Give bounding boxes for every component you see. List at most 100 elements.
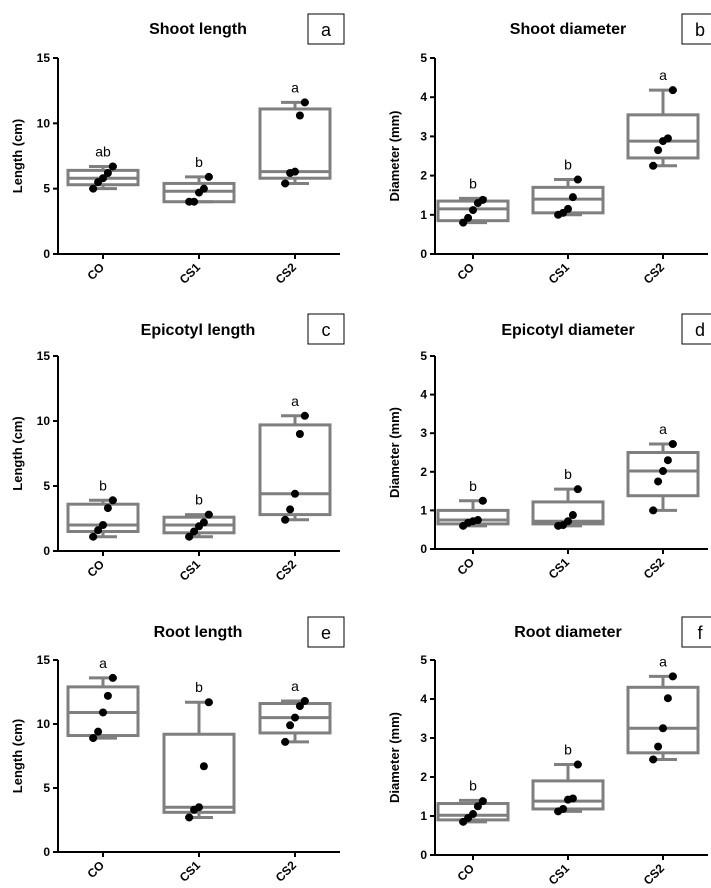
panel-label-box <box>681 313 711 345</box>
panel-label: f <box>697 623 703 643</box>
data-point <box>295 430 304 438</box>
y-tick-label: 0 <box>43 544 50 558</box>
data-point <box>291 713 299 722</box>
data-point <box>659 724 667 733</box>
y-tick-label: 2 <box>420 770 427 784</box>
chart-panel-c: Epicotyl length c Length (cm) 0 5 10 15 b CO b CS1… <box>10 313 345 584</box>
x-tick-label: CS1 <box>177 557 204 584</box>
data-point <box>286 721 295 730</box>
box-cs1: b CS1 <box>162 492 236 584</box>
box-iqr <box>66 502 140 534</box>
box-cs2: a CS2 <box>258 678 332 885</box>
panel-label-box <box>307 616 345 648</box>
data-point <box>478 195 487 204</box>
y-tick-label: 10 <box>37 717 51 731</box>
x-tick-label: CS1 <box>546 861 573 888</box>
data-point <box>659 467 667 476</box>
y-tick-label: 15 <box>37 653 51 667</box>
data-point <box>89 532 98 541</box>
panel-label: d <box>695 320 705 340</box>
data-point <box>654 477 663 486</box>
y-tick-label: 0 <box>420 542 427 556</box>
chart-title: Shoot length <box>149 21 247 38</box>
y-tick-label: 5 <box>43 781 50 795</box>
data-point <box>204 172 213 181</box>
panel-label: a <box>321 20 332 40</box>
data-point <box>108 162 117 171</box>
box-co: b CO <box>436 777 510 884</box>
significance-letter: a <box>291 393 299 409</box>
y-tick-label: 3 <box>420 129 427 143</box>
y-tick-label: 3 <box>420 426 427 440</box>
significance-letter: b <box>99 477 107 493</box>
box-cs1: b CS1 <box>162 154 236 287</box>
data-point <box>89 184 98 193</box>
data-point <box>190 197 199 206</box>
box-iqr <box>162 732 236 814</box>
chart-title: Epicotyl length <box>141 322 256 339</box>
chart-panel-b: Shoot diameter b Diameter (mm) 0 1 2 3 4 5 b CO b CS… <box>387 13 711 287</box>
y-tick-label: 2 <box>420 169 427 183</box>
data-point <box>199 184 208 193</box>
y-tick-label: 5 <box>43 479 50 493</box>
x-tick-label: CS2 <box>641 555 668 582</box>
x-tick-label: CO <box>454 861 477 884</box>
box-co: ab CO <box>66 143 140 283</box>
box-co: b CO <box>436 175 510 283</box>
significance-letter: a <box>291 678 299 694</box>
y-axis-label: Length (cm) <box>10 719 25 793</box>
y-tick-label: 5 <box>420 51 427 65</box>
significance-letter: a <box>659 67 667 83</box>
box-cs1: b CS1 <box>531 157 605 287</box>
y-tick-label: 0 <box>43 845 50 859</box>
x-tick-label: CS2 <box>273 557 300 584</box>
data-point <box>281 737 290 746</box>
data-point <box>291 167 299 176</box>
data-point <box>464 213 473 222</box>
x-tick-label: CO <box>84 260 107 283</box>
data-point <box>185 532 194 541</box>
data-point <box>478 797 487 806</box>
data-point <box>668 440 677 449</box>
data-point <box>668 86 677 95</box>
y-tick-label: 4 <box>420 90 427 104</box>
y-axis-label: Diameter (mm) <box>387 712 402 803</box>
box-cs2: a CS2 <box>626 421 700 582</box>
data-point <box>99 708 107 717</box>
data-point <box>469 206 477 215</box>
data-point <box>559 804 568 813</box>
data-point <box>281 179 290 188</box>
data-point <box>654 742 663 751</box>
panel-label-box <box>307 313 345 345</box>
x-tick-label: CS2 <box>273 858 300 885</box>
box-iqr <box>531 779 605 811</box>
y-tick-label: 0 <box>420 247 427 261</box>
data-point <box>568 511 577 520</box>
data-point <box>94 526 103 535</box>
y-tick-label: 5 <box>420 349 427 363</box>
x-tick-label: CS1 <box>546 260 573 287</box>
panel-label-box <box>681 13 711 45</box>
significance-letter: a <box>659 421 667 437</box>
box-co: a CO <box>66 655 140 881</box>
data-point <box>199 518 208 527</box>
box-iqr <box>626 451 700 498</box>
y-tick-label: 10 <box>37 116 51 130</box>
data-point <box>573 760 582 769</box>
y-axis-label: Diameter (mm) <box>387 110 402 201</box>
chart-title: Shoot diameter <box>510 21 626 38</box>
significance-letter: a <box>99 655 107 671</box>
chart-panel-e: Root length e Length (cm) 0 5 10 15 a CO b CS1 a CS2 <box>10 616 345 885</box>
panel-label-box <box>681 616 711 648</box>
y-tick-label: 1 <box>420 809 427 823</box>
significance-letter: b <box>195 154 203 170</box>
box-co: b CO <box>436 478 510 578</box>
data-point <box>185 813 194 822</box>
x-tick-label: CS2 <box>641 260 668 287</box>
panel-label: c <box>322 320 331 340</box>
data-point <box>649 506 658 515</box>
panel-label-box <box>307 13 345 45</box>
data-point <box>568 794 577 803</box>
data-point <box>281 515 290 524</box>
data-point <box>649 161 658 170</box>
